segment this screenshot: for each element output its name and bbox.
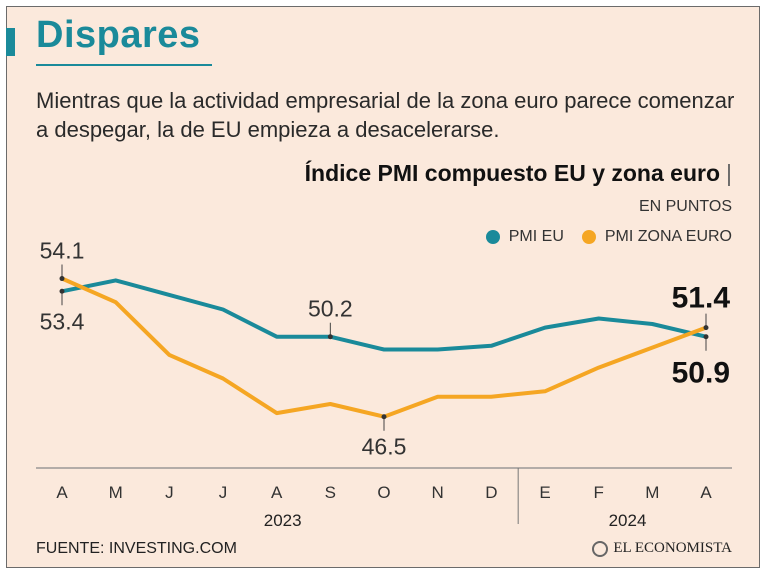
annotation-dot — [59, 288, 65, 294]
x-tick-label: A — [700, 483, 712, 502]
source-note: FUENTE: INVESTING.COM — [36, 540, 237, 557]
annotation-dot — [59, 276, 65, 282]
data-point — [489, 395, 493, 399]
data-point — [650, 346, 654, 350]
x-year-label: 2024 — [609, 511, 647, 530]
brand-name: EL ECONOMISTA — [613, 540, 732, 556]
data-point — [275, 411, 279, 415]
x-tick-label: F — [593, 483, 603, 502]
data-point — [650, 322, 654, 326]
data-label: 46.5 — [362, 434, 407, 460]
chart-title-separator: | — [726, 160, 732, 186]
data-point — [543, 326, 547, 330]
data-point — [114, 300, 118, 304]
x-tick-label: D — [485, 483, 497, 502]
data-point — [543, 389, 547, 393]
data-label: 53.4 — [40, 308, 85, 334]
title-accent-bar — [6, 28, 15, 56]
chart-units: EN PUNTOS — [638, 198, 732, 215]
data-point — [275, 335, 279, 339]
data-point — [167, 353, 171, 357]
brand-icon — [592, 540, 609, 557]
data-point — [597, 317, 601, 321]
legend-dot-euro — [581, 230, 596, 244]
data-label: 51.4 — [672, 282, 731, 315]
data-point — [221, 377, 225, 381]
data-point — [382, 347, 386, 351]
series-line-eu — [60, 278, 708, 352]
x-tick-label: A — [56, 483, 68, 502]
x-tick-label: J — [219, 483, 228, 502]
x-year-label: 2023 — [264, 511, 302, 530]
brand-logo: EL ECONOMISTA — [592, 540, 732, 557]
data-point — [436, 395, 440, 399]
x-tick-label: A — [271, 483, 283, 502]
data-point — [489, 344, 493, 348]
annotation-dot — [381, 414, 387, 420]
data-point — [328, 402, 332, 406]
x-tick-label: N — [432, 483, 444, 502]
legend-item-eu: PMI EU — [485, 228, 564, 246]
data-point — [167, 293, 171, 297]
x-tick-label: E — [539, 483, 550, 502]
data-label: 50.2 — [308, 296, 353, 322]
annotation-dot — [703, 334, 709, 340]
legend-dot-eu — [485, 230, 500, 244]
page-subtitle: Mientras que la actividad empresarial de… — [36, 88, 735, 142]
x-tick-label: M — [109, 483, 123, 502]
data-point — [221, 307, 225, 311]
legend-label-euro: PMI ZONA EURO — [604, 228, 732, 245]
data-label: 50.9 — [672, 357, 730, 390]
x-tick-label: O — [377, 483, 390, 502]
page-title: Dispares — [36, 14, 201, 56]
data-point — [114, 278, 118, 282]
data-point — [597, 366, 601, 370]
title-underline — [36, 64, 212, 66]
chart-legend: PMI EU PMI ZONA EURO — [468, 228, 732, 246]
x-tick-label: M — [645, 483, 659, 502]
data-label: 54.1 — [40, 238, 85, 264]
data-point — [436, 347, 440, 351]
chart-title: Índice PMI compuesto EU y zona euro | — [305, 160, 732, 187]
chart-title-text: Índice PMI compuesto EU y zona euro — [304, 160, 721, 186]
x-tick-label: S — [325, 483, 336, 502]
chart-frame — [6, 6, 760, 568]
legend-item-euro: PMI ZONA EURO — [581, 228, 732, 246]
x-tick-label: J — [165, 483, 174, 502]
annotation-dot — [703, 325, 709, 331]
annotation-dot — [327, 334, 333, 340]
legend-label-eu: PMI EU — [508, 228, 564, 245]
